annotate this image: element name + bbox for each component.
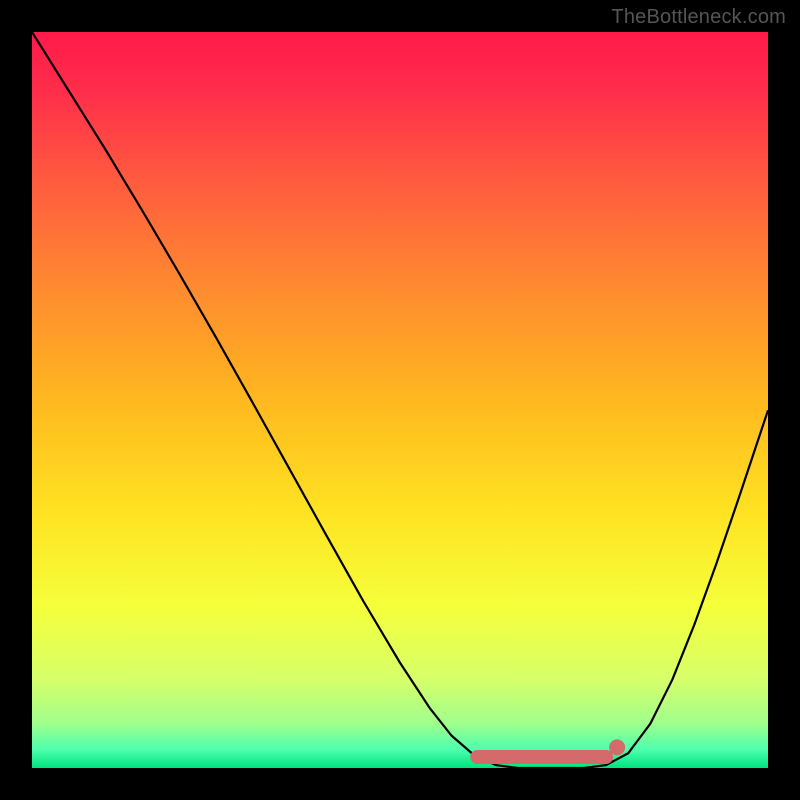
image-root: TheBottleneck.com — [0, 0, 800, 800]
watermark-text: TheBottleneck.com — [611, 6, 786, 29]
trough-end-dot — [609, 739, 625, 755]
gradient-background — [32, 32, 768, 768]
plot-svg — [32, 32, 768, 768]
plot-area — [32, 32, 768, 768]
